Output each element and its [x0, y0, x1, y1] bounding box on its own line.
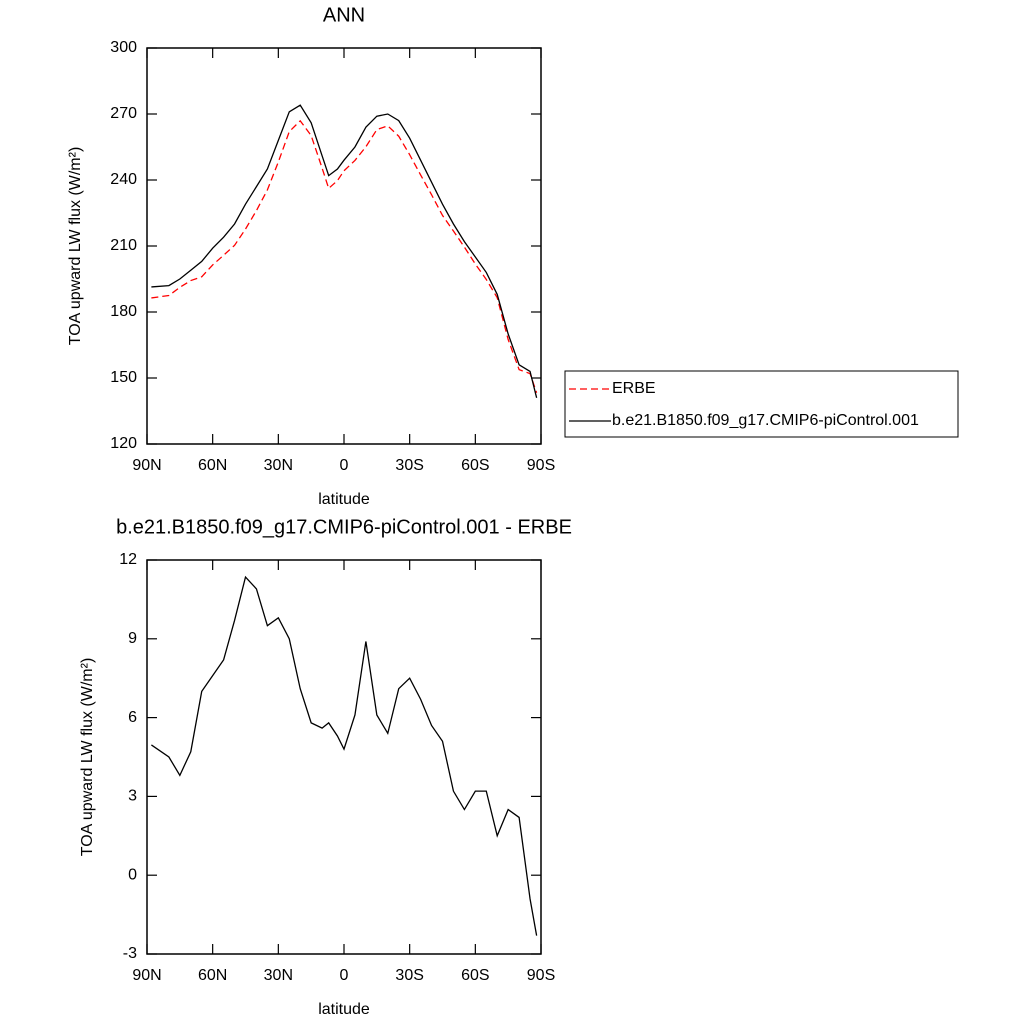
y-tick-label: 12 — [119, 551, 137, 568]
x-tick-label: 60S — [461, 457, 489, 474]
plot-frame — [146, 559, 542, 955]
x-tick-label: 0 — [340, 967, 349, 984]
data-line — [151, 104, 538, 398]
y-tick-label: 6 — [128, 709, 137, 726]
y-tick-label: 3 — [128, 788, 137, 805]
x-tick-label: 30N — [264, 967, 293, 984]
data-line — [151, 119, 538, 393]
x-tick-label: 60N — [198, 457, 227, 474]
y-tick-label: 270 — [110, 105, 137, 122]
y-tick-label: 150 — [110, 369, 137, 386]
y-tick-label: 240 — [110, 171, 137, 188]
y-tick-label: 120 — [110, 435, 137, 452]
chart-title: b.e21.B1850.f09_g17.CMIP6-piControl.001 … — [116, 516, 572, 538]
y-tick-label: 210 — [110, 237, 137, 254]
x-tick-label: 90S — [527, 457, 555, 474]
y-axis-label: TOA upward LW flux (W/m²) — [79, 658, 96, 857]
x-axis-label: latitude — [318, 1001, 370, 1018]
y-tick-label: 300 — [110, 39, 137, 56]
legend-label: b.e21.B1850.f09_g17.CMIP6-piControl.001 — [612, 412, 919, 429]
x-tick-label: 0 — [340, 457, 349, 474]
x-tick-label: 30S — [395, 967, 423, 984]
x-tick-label: 60N — [198, 967, 227, 984]
x-tick-label: 30N — [264, 457, 293, 474]
y-tick-label: 0 — [128, 866, 137, 883]
x-tick-label: 60S — [461, 967, 489, 984]
y-tick-label: 180 — [110, 303, 137, 320]
x-tick-label: 90N — [132, 967, 161, 984]
plot-frame — [146, 47, 542, 445]
chart-title: ANN — [323, 4, 365, 26]
x-tick-label: 90N — [132, 457, 161, 474]
legend-label: ERBE — [612, 380, 656, 397]
data-line — [151, 575, 538, 936]
y-axis-label: TOA upward LW flux (W/m²) — [67, 147, 84, 346]
x-tick-label: 90S — [527, 967, 555, 984]
y-tick-label: -3 — [123, 945, 137, 962]
x-tick-label: 30S — [395, 457, 423, 474]
y-tick-label: 9 — [128, 630, 137, 647]
legend-box — [564, 370, 959, 438]
x-axis-label: latitude — [318, 491, 370, 508]
